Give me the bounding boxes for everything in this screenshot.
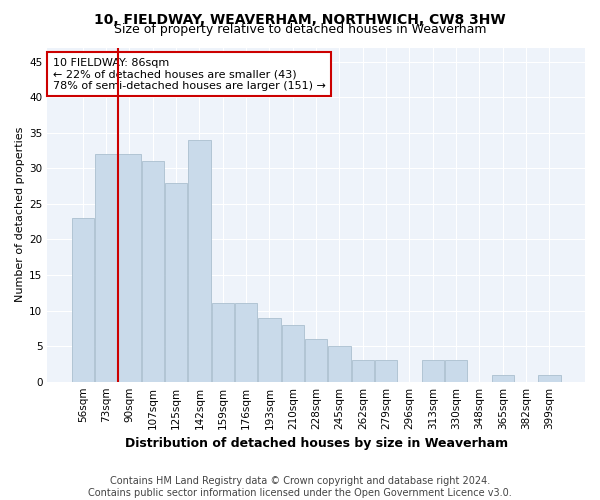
Bar bbox=[328, 346, 350, 382]
Bar bbox=[538, 374, 560, 382]
Bar bbox=[212, 304, 234, 382]
Bar bbox=[352, 360, 374, 382]
Bar bbox=[282, 325, 304, 382]
Text: 10, FIELDWAY, WEAVERHAM, NORTHWICH, CW8 3HW: 10, FIELDWAY, WEAVERHAM, NORTHWICH, CW8 … bbox=[94, 12, 506, 26]
Bar bbox=[235, 304, 257, 382]
Bar bbox=[375, 360, 397, 382]
Bar bbox=[445, 360, 467, 382]
Text: Size of property relative to detached houses in Weaverham: Size of property relative to detached ho… bbox=[114, 22, 486, 36]
Bar bbox=[188, 140, 211, 382]
Bar bbox=[259, 318, 281, 382]
Bar bbox=[118, 154, 140, 382]
Bar bbox=[492, 374, 514, 382]
Bar bbox=[142, 162, 164, 382]
Bar bbox=[165, 182, 187, 382]
Bar bbox=[95, 154, 117, 382]
Text: Contains HM Land Registry data © Crown copyright and database right 2024.
Contai: Contains HM Land Registry data © Crown c… bbox=[88, 476, 512, 498]
Bar bbox=[72, 218, 94, 382]
Y-axis label: Number of detached properties: Number of detached properties bbox=[15, 127, 25, 302]
Bar bbox=[422, 360, 444, 382]
Text: 10 FIELDWAY: 86sqm
← 22% of detached houses are smaller (43)
78% of semi-detache: 10 FIELDWAY: 86sqm ← 22% of detached hou… bbox=[53, 58, 326, 90]
Bar bbox=[305, 339, 327, 382]
X-axis label: Distribution of detached houses by size in Weaverham: Distribution of detached houses by size … bbox=[125, 437, 508, 450]
